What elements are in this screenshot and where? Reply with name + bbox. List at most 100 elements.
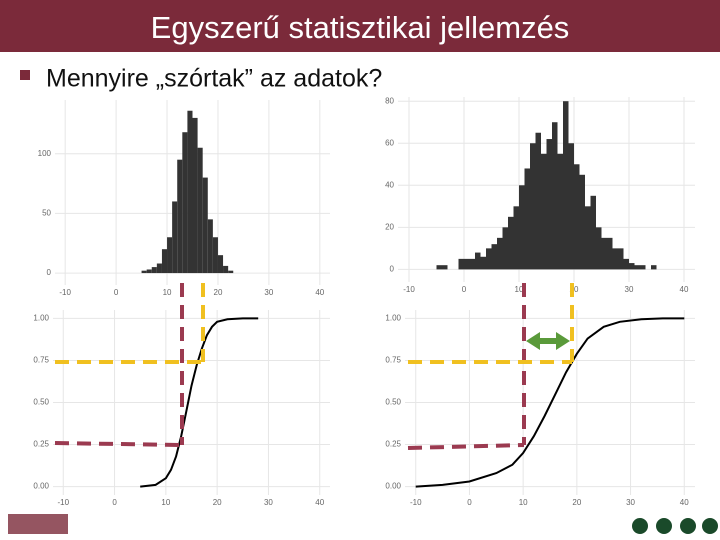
bar	[497, 237, 503, 270]
chart: 0 50 100 -10 0 10 20 30 40	[38, 100, 330, 297]
x-tick-label: 0	[112, 498, 117, 507]
y-tick-label: 0	[47, 268, 52, 277]
bar	[217, 255, 224, 274]
x-tick-label: -10	[410, 498, 422, 507]
x-tick-label: 10	[163, 288, 172, 297]
nav-icon[interactable]	[680, 518, 696, 534]
x-tick-label: 30	[626, 498, 635, 507]
bar	[207, 219, 213, 274]
bar	[513, 206, 519, 270]
bar	[607, 237, 613, 270]
y-tick-label: 0.00	[385, 482, 401, 491]
bar	[458, 258, 464, 270]
bar	[546, 139, 552, 270]
bar	[651, 265, 657, 270]
bar	[172, 201, 178, 274]
bar	[585, 206, 591, 270]
bar	[197, 147, 203, 274]
bar	[640, 265, 646, 270]
bullet-marker	[20, 70, 30, 80]
x-tick-label: -10	[57, 498, 69, 507]
bar	[491, 244, 497, 270]
x-tick-label: 30	[264, 498, 273, 507]
x-tick-label: 40	[315, 288, 324, 297]
bar	[541, 153, 547, 270]
bar	[161, 249, 168, 274]
bar	[212, 237, 218, 274]
bar	[436, 265, 442, 270]
bar	[187, 110, 193, 274]
y-tick-label: 0.75	[33, 356, 49, 365]
y-tick-label: 0.50	[33, 398, 49, 407]
x-tick-label: 30	[264, 288, 273, 297]
y-tick-label: 80	[385, 96, 394, 105]
bar	[634, 265, 640, 270]
nav-icon[interactable]	[656, 518, 672, 534]
y-tick-label: 20	[385, 222, 394, 231]
bar	[442, 265, 448, 270]
bar	[475, 252, 481, 270]
bar	[202, 177, 208, 274]
x-tick-label: 20	[214, 288, 223, 297]
x-tick-label: -10	[403, 285, 415, 294]
bar	[228, 270, 234, 274]
bullet-text: Mennyire „szórtak” az adatok?	[46, 65, 382, 93]
bar	[524, 168, 530, 270]
guides	[54, 283, 574, 450]
bar	[579, 174, 585, 270]
y-tick-label: 0	[390, 264, 395, 273]
bar	[151, 267, 157, 274]
bar	[519, 185, 525, 270]
bar	[563, 101, 569, 270]
y-tick-label: 1.00	[33, 314, 49, 323]
charts: 0 50 100 -10 0 10 20 30 40 0 20 40 60 80 -10 0 10 20 30 40 0…	[33, 96, 695, 507]
y-tick-label: 0.50	[385, 398, 401, 407]
y-tick-label: 100	[38, 149, 52, 158]
y-tick-label: 60	[385, 138, 394, 147]
spread-arrow	[526, 332, 570, 350]
bar	[177, 159, 183, 274]
x-tick-label: 20	[213, 498, 222, 507]
bar	[552, 122, 558, 270]
bar	[182, 132, 188, 274]
bar	[464, 258, 470, 270]
chart: 0.00 0.25 0.50 0.75 1.00 -10 0 10 20 30 40	[33, 310, 330, 507]
y-tick-label: 0.00	[33, 482, 49, 491]
bar	[590, 195, 596, 270]
bar	[192, 117, 198, 274]
y-tick-label: 50	[42, 208, 51, 217]
y-tick-label: 0.75	[385, 356, 401, 365]
bar	[568, 143, 574, 270]
guide	[407, 443, 525, 450]
x-tick-label: 10	[161, 498, 170, 507]
bar	[223, 265, 229, 274]
bar	[486, 248, 492, 270]
nav-icon[interactable]	[702, 518, 718, 534]
bar	[535, 132, 541, 270]
bar	[596, 227, 602, 270]
x-tick-label: 20	[570, 285, 579, 294]
y-tick-label: 40	[385, 180, 394, 189]
bar	[508, 216, 514, 270]
bar	[146, 269, 152, 274]
line	[140, 317, 259, 488]
bar	[601, 237, 607, 270]
bar	[156, 263, 162, 274]
x-tick-label: 10	[515, 285, 524, 294]
bar	[469, 258, 475, 270]
nav-icon[interactable]	[632, 518, 648, 534]
x-tick-label: 40	[680, 498, 689, 507]
logo	[8, 514, 68, 534]
x-tick-label: 40	[680, 285, 689, 294]
title-bar	[0, 0, 720, 52]
y-tick-label: 1.00	[385, 314, 401, 323]
slide-title: Egyszerű statisztikai jellemzés	[151, 10, 570, 45]
bar	[480, 256, 486, 270]
bar	[141, 270, 147, 274]
x-tick-label: 40	[315, 498, 324, 507]
bar	[629, 263, 635, 270]
x-tick-label: 0	[467, 498, 472, 507]
bar	[557, 153, 563, 270]
